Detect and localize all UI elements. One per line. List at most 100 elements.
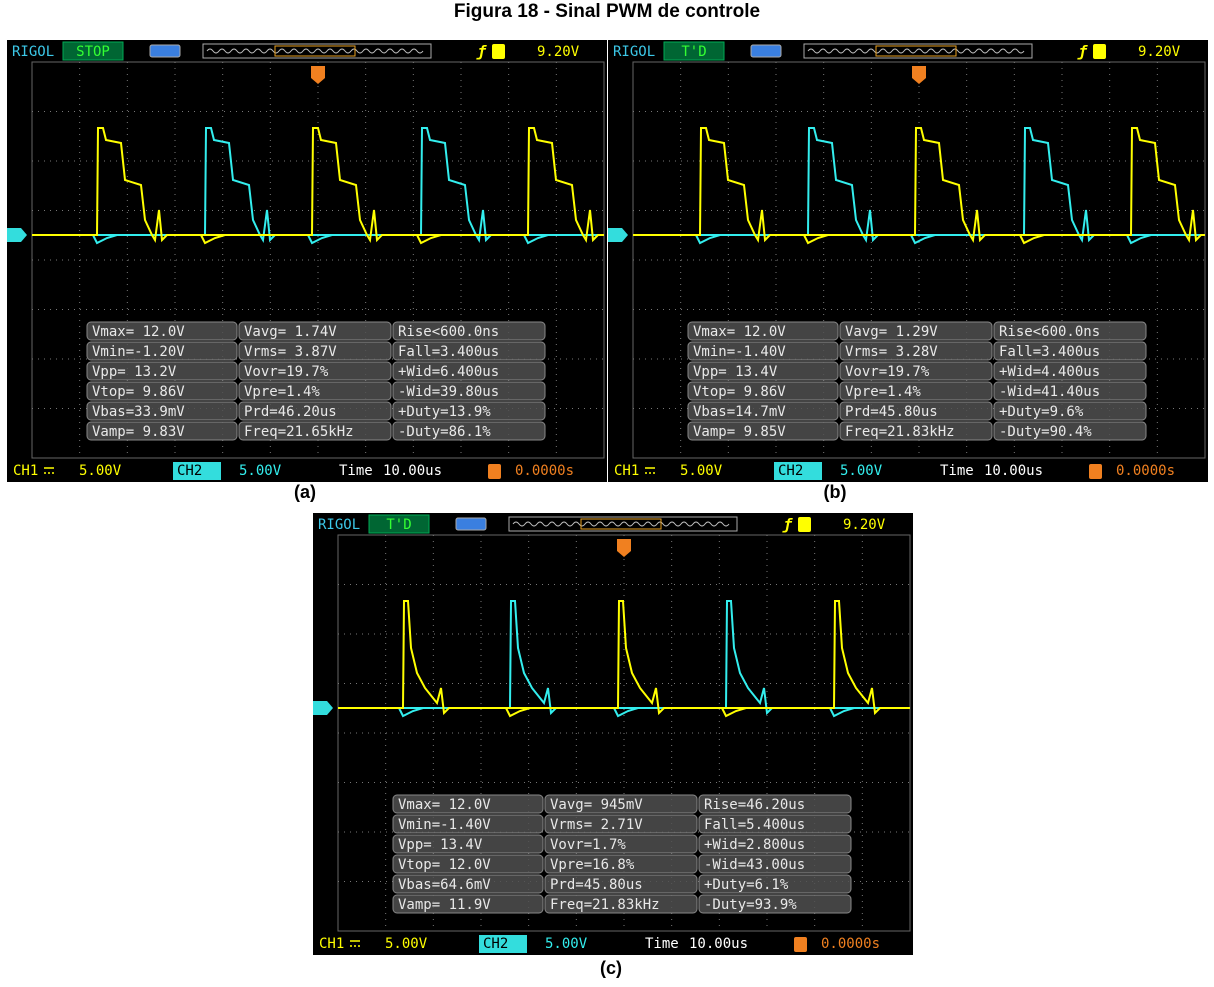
measurement-value: Fall=3.400us (398, 344, 499, 360)
measurement-value: Vamp= 9.83V (92, 424, 185, 440)
trigger-offset-icon (794, 937, 807, 952)
page: {"caption": "Figura 18 - Sinal PWM de co… (0, 0, 1214, 982)
trigger-offset: 0.0000s (1116, 463, 1175, 479)
trigger-source-icon (492, 44, 505, 59)
measurement-value: Vmax= 12.0V (92, 324, 185, 340)
battery-icon (456, 518, 486, 530)
measurement-value: Vmin=-1.40V (693, 344, 786, 360)
measurement-value: Vavg= 945mV (550, 797, 643, 813)
trigger-edge: ƒ (476, 43, 487, 61)
measurement-value: +Wid=6.400us (398, 364, 499, 380)
run-status: T'D (681, 44, 706, 60)
trigger-source-icon (798, 517, 811, 532)
trigger-level: 9.20V (537, 44, 580, 60)
measurement-value: Fall=5.400us (704, 817, 805, 833)
measurement-value: Freq=21.83kHz (845, 424, 955, 440)
measurement-value: Rise<600.0ns (398, 324, 499, 340)
ch1-scale: 5.00V (79, 463, 122, 479)
trigger-level: 9.20V (843, 517, 886, 533)
panel-label: (c) (600, 958, 622, 978)
trigger-offset-icon (488, 464, 501, 479)
measurement-value: Vrms= 2.71V (550, 817, 643, 833)
measurement-value: Vpre=1.4% (244, 384, 320, 400)
measurement-value: Freq=21.65kHz (244, 424, 354, 440)
measurement-value: Vpp= 13.4V (693, 364, 778, 380)
ch2-scale: 5.00V (840, 463, 883, 479)
measurement-value: Vovr=1.7% (550, 837, 626, 853)
measurement-value: Vavg= 1.74V (244, 324, 337, 340)
measurement-value: -Wid=41.40us (999, 384, 1100, 400)
panel-label: (a) (294, 482, 316, 502)
oscilloscope-screen: RIGOL T'D ƒ 9.20V Vmax= 12.0V Vavg= 945mV Rise… (313, 513, 913, 955)
run-status: T'D (386, 517, 411, 533)
measurement-value: Vbas=14.7mV (693, 404, 786, 420)
ch1-scale: 5.00V (385, 936, 428, 952)
measurement-value: Vpp= 13.4V (398, 837, 483, 853)
ch2-scale: 5.00V (545, 936, 588, 952)
ch2-label: CH2 (483, 936, 508, 952)
measurement-value: Vrms= 3.28V (845, 344, 938, 360)
measurement-value: Vmin=-1.20V (92, 344, 185, 360)
figure-caption: Figura 18 - Sinal PWM de controle (454, 1, 760, 22)
measurement-value: +Duty=9.6% (999, 404, 1084, 420)
trigger-source-icon (1093, 44, 1106, 59)
ch1-label: CH1 (614, 463, 639, 479)
measurement-value: Freq=21.83kHz (550, 897, 660, 913)
measurement-value: -Duty=93.9% (704, 897, 797, 913)
measurement-value: Fall=3.400us (999, 344, 1100, 360)
ch1-scale: 5.00V (680, 463, 723, 479)
trigger-edge: ƒ (782, 516, 793, 534)
ch2-label: CH2 (177, 463, 202, 479)
time-scale: 10.00us (984, 463, 1043, 479)
measurement-value: -Wid=43.00us (704, 857, 805, 873)
figure: Figura 18 - Sinal PWM de controle RIGOL S… (0, 0, 1214, 982)
brand: RIGOL (318, 517, 360, 533)
ch2-label: CH2 (778, 463, 803, 479)
time-label: Time (645, 936, 679, 952)
measurement-value: +Wid=2.800us (704, 837, 805, 853)
measurement-value: Vamp= 9.85V (693, 424, 786, 440)
measurement-value: Vrms= 3.87V (244, 344, 337, 360)
measurement-value: +Duty=6.1% (704, 877, 789, 893)
measurement-value: Vmax= 12.0V (398, 797, 491, 813)
measurement-value: Vmax= 12.0V (693, 324, 786, 340)
ch2-scale: 5.00V (239, 463, 282, 479)
battery-icon (751, 45, 781, 57)
trigger-level: 9.20V (1138, 44, 1181, 60)
measurement-value: Vovr=19.7% (845, 364, 930, 380)
measurement-value: Rise<600.0ns (999, 324, 1100, 340)
time-scale: 10.00us (689, 936, 748, 952)
trigger-offset-icon (1089, 464, 1102, 479)
measurement-value: -Duty=90.4% (999, 424, 1092, 440)
time-label: Time (339, 463, 373, 479)
run-status: STOP (76, 44, 110, 60)
measurement-value: -Duty=86.1% (398, 424, 491, 440)
measurement-value: Vtop= 9.86V (693, 384, 786, 400)
measurement-value: Vtop= 12.0V (398, 857, 491, 873)
measurement-value: Prd=45.80us (550, 877, 643, 893)
measurement-value: Rise=46.20us (704, 797, 805, 813)
measurement-value: Vpp= 13.2V (92, 364, 177, 380)
measurement-value: +Duty=13.9% (398, 404, 491, 420)
measurement-value: Vbas=33.9mV (92, 404, 185, 420)
measurement-value: Vamp= 11.9V (398, 897, 491, 913)
measurement-value: Prd=45.80us (845, 404, 938, 420)
measurement-value: Vovr=19.7% (244, 364, 329, 380)
measurement-value: Vmin=-1.40V (398, 817, 491, 833)
measurement-value: +Wid=4.400us (999, 364, 1100, 380)
measurement-value: Vpre=1.4% (845, 384, 921, 400)
measurement-value: -Wid=39.80us (398, 384, 499, 400)
panel-label: (b) (824, 482, 847, 502)
measurement-value: Prd=46.20us (244, 404, 337, 420)
brand: RIGOL (12, 44, 54, 60)
measurement-value: Vbas=64.6mV (398, 877, 491, 893)
ch1-label: CH1 (13, 463, 38, 479)
trigger-offset: 0.0000s (821, 936, 880, 952)
measurement-value: Vavg= 1.29V (845, 324, 938, 340)
time-scale: 10.00us (383, 463, 442, 479)
measurement-value: Vpre=16.8% (550, 857, 635, 873)
trigger-offset: 0.0000s (515, 463, 574, 479)
oscilloscope-screen: RIGOL STOP ƒ 9.20V Vmax= 12.0V Vavg= 1.74V Ris… (7, 40, 607, 482)
ch1-label: CH1 (319, 936, 344, 952)
brand: RIGOL (613, 44, 655, 60)
